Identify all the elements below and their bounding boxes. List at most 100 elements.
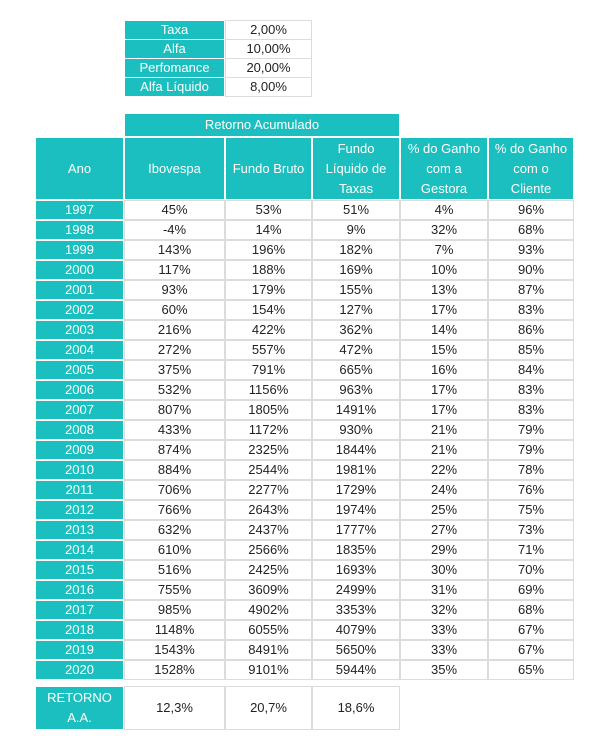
cell-text: 127% (339, 302, 373, 317)
value-cell: 86% (488, 320, 574, 340)
cell-text: 182% (339, 242, 373, 257)
value-cell: 79% (488, 420, 574, 440)
cell-text: 13% (430, 282, 458, 297)
cell-text: 154% (251, 302, 286, 317)
value-cell: 29% (400, 540, 488, 560)
cell-text: 1491% (335, 402, 377, 417)
value-cell: 422% (225, 320, 312, 340)
cell-text: 706% (157, 482, 192, 497)
year-cell: 2020 (35, 660, 124, 680)
cell-text: Líquido de (325, 160, 387, 176)
cell-text: Ibovespa (148, 160, 201, 176)
cell-text: 16% (430, 362, 458, 377)
cell-text: Alfa (163, 41, 186, 56)
value-cell: 755% (124, 580, 225, 600)
value-cell: 665% (312, 360, 400, 380)
summary-label: Alfa (124, 39, 225, 59)
cell-text: Gestora (420, 180, 468, 196)
cell-text: 2019 (65, 642, 94, 657)
cell-text: 422% (251, 322, 286, 337)
cell-text: 1981% (335, 462, 377, 477)
footer-label: RETORNO A.A. (35, 686, 124, 730)
value-cell: 1148% (124, 620, 225, 640)
year-cell: 2018 (35, 620, 124, 640)
year-cell: 2010 (35, 460, 124, 480)
value-cell: 632% (124, 520, 225, 540)
value-cell: 79% (488, 440, 574, 460)
cell-text: 79% (517, 442, 545, 457)
column-header: % do Ganho com o Cliente (488, 137, 574, 200)
value-cell: 1805% (225, 400, 312, 420)
cell-text: 68% (517, 602, 545, 617)
value-cell: 1543% (124, 640, 225, 660)
year-cell: 2007 (35, 400, 124, 420)
value-cell: 1729% (312, 480, 400, 500)
cell-text: 51% (342, 202, 370, 217)
value-cell: 1693% (312, 560, 400, 580)
value-cell: 22% (400, 460, 488, 480)
cell-text: 665% (339, 362, 373, 377)
year-cell: 1999 (35, 240, 124, 260)
value-cell: 10% (400, 260, 488, 280)
value-cell: 1835% (312, 540, 400, 560)
value-cell: 791% (225, 360, 312, 380)
cell-text: 2005 (65, 362, 94, 377)
summary-label: Taxa (124, 20, 225, 40)
cell-text: 9101% (248, 662, 289, 677)
cell-text: 169% (339, 262, 373, 277)
value-cell: 4902% (225, 600, 312, 620)
cell-text: 22% (430, 462, 458, 477)
value-cell: 53% (225, 200, 312, 220)
cell-text: 75% (517, 502, 545, 517)
cell-text: 2013 (65, 522, 94, 537)
cell-text: 2008 (65, 422, 94, 437)
cell-text: 10% (430, 262, 458, 277)
value-cell: 83% (488, 400, 574, 420)
cell-text: 84% (517, 362, 545, 377)
value-cell: 13% (400, 280, 488, 300)
cell-text: 188% (251, 262, 286, 277)
value-cell: 76% (488, 480, 574, 500)
cell-text: 2004 (65, 342, 94, 357)
cell-text: 29% (430, 542, 458, 557)
cell-text: 143% (157, 242, 192, 257)
cell-text: 69% (517, 582, 545, 597)
value-cell: 14% (400, 320, 488, 340)
value-cell: 27% (400, 520, 488, 540)
year-cell: 2002 (35, 300, 124, 320)
cell-text: 2002 (65, 302, 94, 317)
cell-text: 17% (430, 402, 458, 417)
cell-text: 2437% (248, 522, 289, 537)
cell-text: 1543% (154, 642, 195, 657)
summary-label: Alfa Líquido (124, 77, 225, 97)
value-cell: 1528% (124, 660, 225, 680)
cell-text: 9% (346, 222, 366, 237)
cell-text: 67% (517, 642, 545, 657)
value-cell: 65% (488, 660, 574, 680)
cell-text: 32% (430, 602, 458, 617)
cell-text: 610% (157, 542, 192, 557)
cell-text: 35% (430, 662, 458, 677)
value-cell: 68% (488, 220, 574, 240)
cell-text: 79% (517, 422, 545, 437)
value-cell: 557% (225, 340, 312, 360)
value-cell: 17% (400, 380, 488, 400)
cell-text: 1693% (335, 562, 377, 577)
cell-text: 1148% (154, 622, 195, 637)
cell-text: 20,00% (246, 60, 291, 75)
cell-text: 2544% (248, 462, 289, 477)
cell-text: 70% (517, 562, 545, 577)
cell-text: 31% (430, 582, 458, 597)
column-header: Fundo Líquido de Taxas (312, 137, 400, 200)
cell-text: 45% (161, 202, 188, 217)
cell-text: 78% (517, 462, 545, 477)
cell-text: 18,6% (337, 700, 375, 715)
cell-text: 14% (430, 322, 458, 337)
cell-text: 272% (157, 342, 192, 357)
cell-text: 53% (255, 202, 282, 217)
cell-text: 2643% (248, 502, 289, 517)
cell-text: 1156% (248, 382, 289, 397)
value-cell: 375% (124, 360, 225, 380)
cell-text: 557% (251, 342, 286, 357)
cell-text: com a (426, 160, 462, 176)
